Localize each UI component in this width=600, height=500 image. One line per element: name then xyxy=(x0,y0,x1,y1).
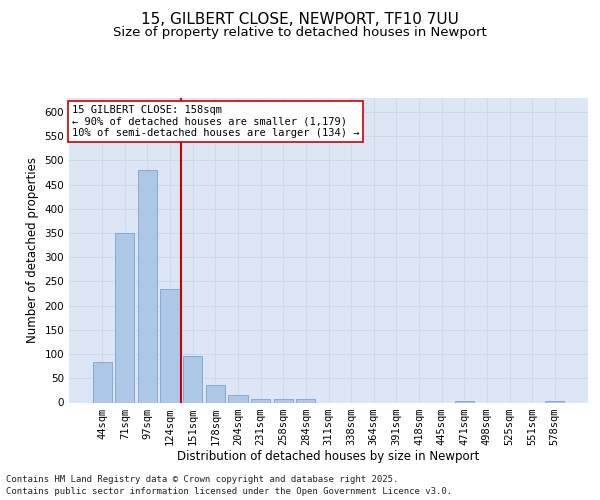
Bar xyxy=(296,398,316,402)
Text: 15, GILBERT CLOSE, NEWPORT, TF10 7UU: 15, GILBERT CLOSE, NEWPORT, TF10 7UU xyxy=(141,12,459,28)
Y-axis label: Number of detached properties: Number of detached properties xyxy=(26,157,39,343)
Bar xyxy=(274,398,293,402)
Bar xyxy=(160,288,180,403)
Bar xyxy=(251,398,270,402)
Text: Size of property relative to detached houses in Newport: Size of property relative to detached ho… xyxy=(113,26,487,39)
Bar xyxy=(138,170,157,402)
Bar xyxy=(183,356,202,403)
Bar xyxy=(115,232,134,402)
Bar xyxy=(206,385,225,402)
X-axis label: Distribution of detached houses by size in Newport: Distribution of detached houses by size … xyxy=(178,450,479,464)
Bar xyxy=(455,400,474,402)
Bar xyxy=(229,395,248,402)
Text: 15 GILBERT CLOSE: 158sqm
← 90% of detached houses are smaller (1,179)
10% of sem: 15 GILBERT CLOSE: 158sqm ← 90% of detach… xyxy=(71,105,359,138)
Bar xyxy=(92,362,112,403)
Bar xyxy=(545,400,565,402)
Text: Contains public sector information licensed under the Open Government Licence v3: Contains public sector information licen… xyxy=(6,486,452,496)
Text: Contains HM Land Registry data © Crown copyright and database right 2025.: Contains HM Land Registry data © Crown c… xyxy=(6,476,398,484)
